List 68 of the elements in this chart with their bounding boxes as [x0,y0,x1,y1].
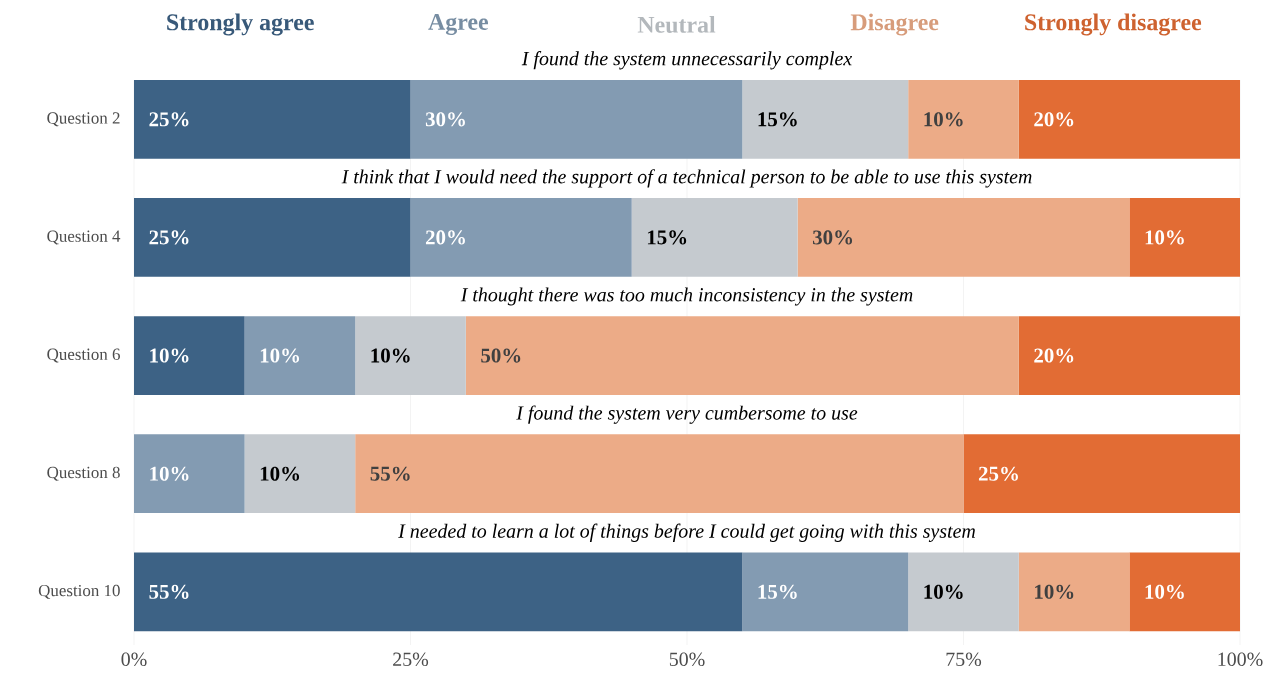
y-tick-label: Question 8 [47,466,120,481]
series-label: Strongly agree [167,13,314,36]
bar [1018,552,1130,632]
bar [1018,79,1240,159]
data-label: 20% [425,230,465,245]
bar [1129,198,1240,277]
x-tick-label: 75% [946,652,982,667]
bar [1018,316,1240,395]
y-tick-label: Question 6 [47,348,120,363]
bar [134,552,743,632]
data-label: 20% [1034,112,1074,127]
bar [244,316,356,395]
data-label: 10% [924,584,963,599]
bar [355,434,964,514]
bar [134,79,411,159]
bar [908,79,1019,159]
data-label: 30% [425,112,465,127]
data-label: 55% [370,466,410,481]
bar [742,552,909,632]
series-label: Agree [428,13,489,36]
bar [742,79,909,159]
data-label: 10% [1035,584,1074,599]
bar [134,316,245,395]
data-label: 30% [812,230,853,245]
data-label: 15% [758,112,797,127]
bar [1129,552,1240,632]
bar [410,79,743,159]
data-label: 10% [260,466,300,481]
y-tick-label: Question 4 [47,230,121,245]
data-label: 50% [481,348,521,363]
data-label: 10% [260,348,300,363]
bar [465,316,1019,395]
data-label: 55% [149,584,189,599]
bar [410,198,632,277]
text: I found the system unnecessarily complex [521,51,853,70]
series-label: Disagree [850,13,939,36]
data-label: 10% [150,348,189,363]
data-label: 10% [371,348,410,363]
bar [134,434,245,514]
x-tick-label: 100% [1218,652,1263,667]
data-label: 25% [149,230,189,245]
data-label: 15% [758,584,797,599]
bar [631,198,798,277]
data-label: 10% [924,112,963,127]
bar [134,198,411,277]
x-tick-label: 50% [669,652,705,667]
bar [963,434,1240,514]
x-tick-label: 25% [393,652,429,667]
y-tick-label: Question 10 [38,584,120,599]
bar [355,316,466,395]
annotation: I found the system very cumbersome to use [516,405,858,424]
data-label: 15% [647,230,687,245]
x-tick-label: 0% [121,652,147,667]
series-label: Strongly disagree [1025,13,1202,36]
data-label: 10% [1145,584,1184,599]
annotation: I needed to learn a lot of things before I could get going with this system [398,523,975,542]
y-tick-label: Question 2 [47,112,120,127]
annotation: I think that I would need the support of a technical person to be able to use this system [341,169,1032,188]
data-label: 25% [149,112,189,127]
data-label: 10% [150,466,189,481]
data-label: 20% [1034,348,1074,363]
data-label: 10% [1145,230,1184,245]
data-label: 25% [978,466,1018,481]
bar [797,198,1130,277]
bar [244,434,356,514]
annotation: I thought there was too much inconsistency in the system [460,287,913,306]
bar [908,552,1019,632]
text: Neutral [637,16,716,33]
